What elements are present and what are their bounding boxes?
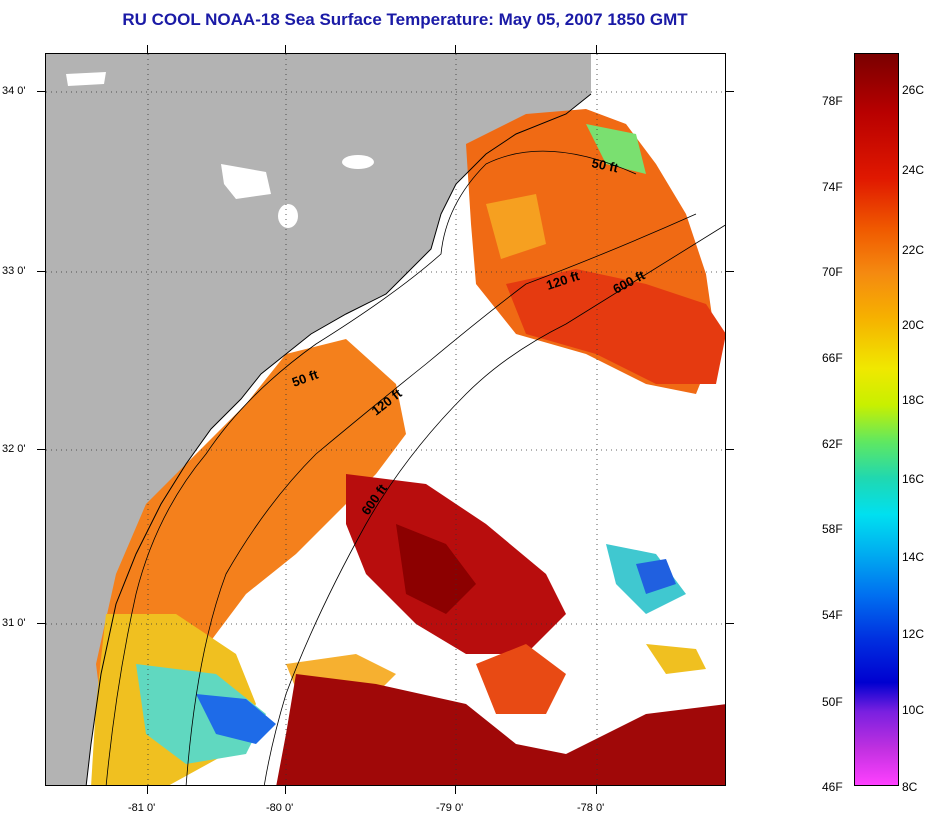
lat-label: 32 0': [2, 443, 26, 455]
colorbar-c-label: 16C: [902, 472, 925, 486]
colorbar-c-label: 24C: [902, 163, 925, 177]
temperature-colorbar: [854, 53, 899, 786]
map-title: RU COOL NOAA-18 Sea Surface Temperature:…: [122, 10, 688, 29]
colorbar-f-label: 74F: [822, 180, 843, 194]
colorbar-f-label: 62F: [822, 437, 843, 451]
colorbar-f-label: 78F: [822, 94, 843, 108]
colorbar-f-label: 66F: [822, 351, 843, 365]
colorbar-f-label: 54F: [822, 608, 843, 622]
colorbar-f-label: 46F: [822, 780, 843, 794]
sst-map: 50 ft 120 ft 600 ft 50 ft 120 ft 600 ft: [45, 53, 726, 786]
lon-label: -81 0': [128, 802, 156, 814]
colorbar-c-label: 14C: [902, 550, 925, 564]
lat-label: 34 0': [2, 85, 26, 97]
sst-map-canvas: 50 ft 120 ft 600 ft 50 ft 120 ft 600 ft: [46, 54, 725, 785]
colorbar-c-label: 10C: [902, 703, 925, 717]
lon-label: -80 0': [266, 802, 294, 814]
colorbar-c-label: 12C: [902, 627, 925, 641]
lat-label: 31 0': [2, 617, 26, 629]
colorbar-c-label: 22C: [902, 243, 925, 257]
colorbar-c-label: 20C: [902, 318, 925, 332]
lat-label: 33 0': [2, 265, 26, 277]
colorbar-f-label: 70F: [822, 265, 843, 279]
colorbar-c-label: 8C: [902, 780, 918, 794]
lon-label: -78 0': [577, 802, 605, 814]
contour-label: 50 ft: [590, 155, 620, 175]
colorbar-f-label: 50F: [822, 695, 843, 709]
colorbar-c-label: 26C: [902, 83, 925, 97]
colorbar-f-label: 58F: [822, 522, 843, 536]
land-mass: [46, 54, 591, 785]
colorbar-c-label: 18C: [902, 393, 925, 407]
lon-label: -79 0': [436, 802, 464, 814]
